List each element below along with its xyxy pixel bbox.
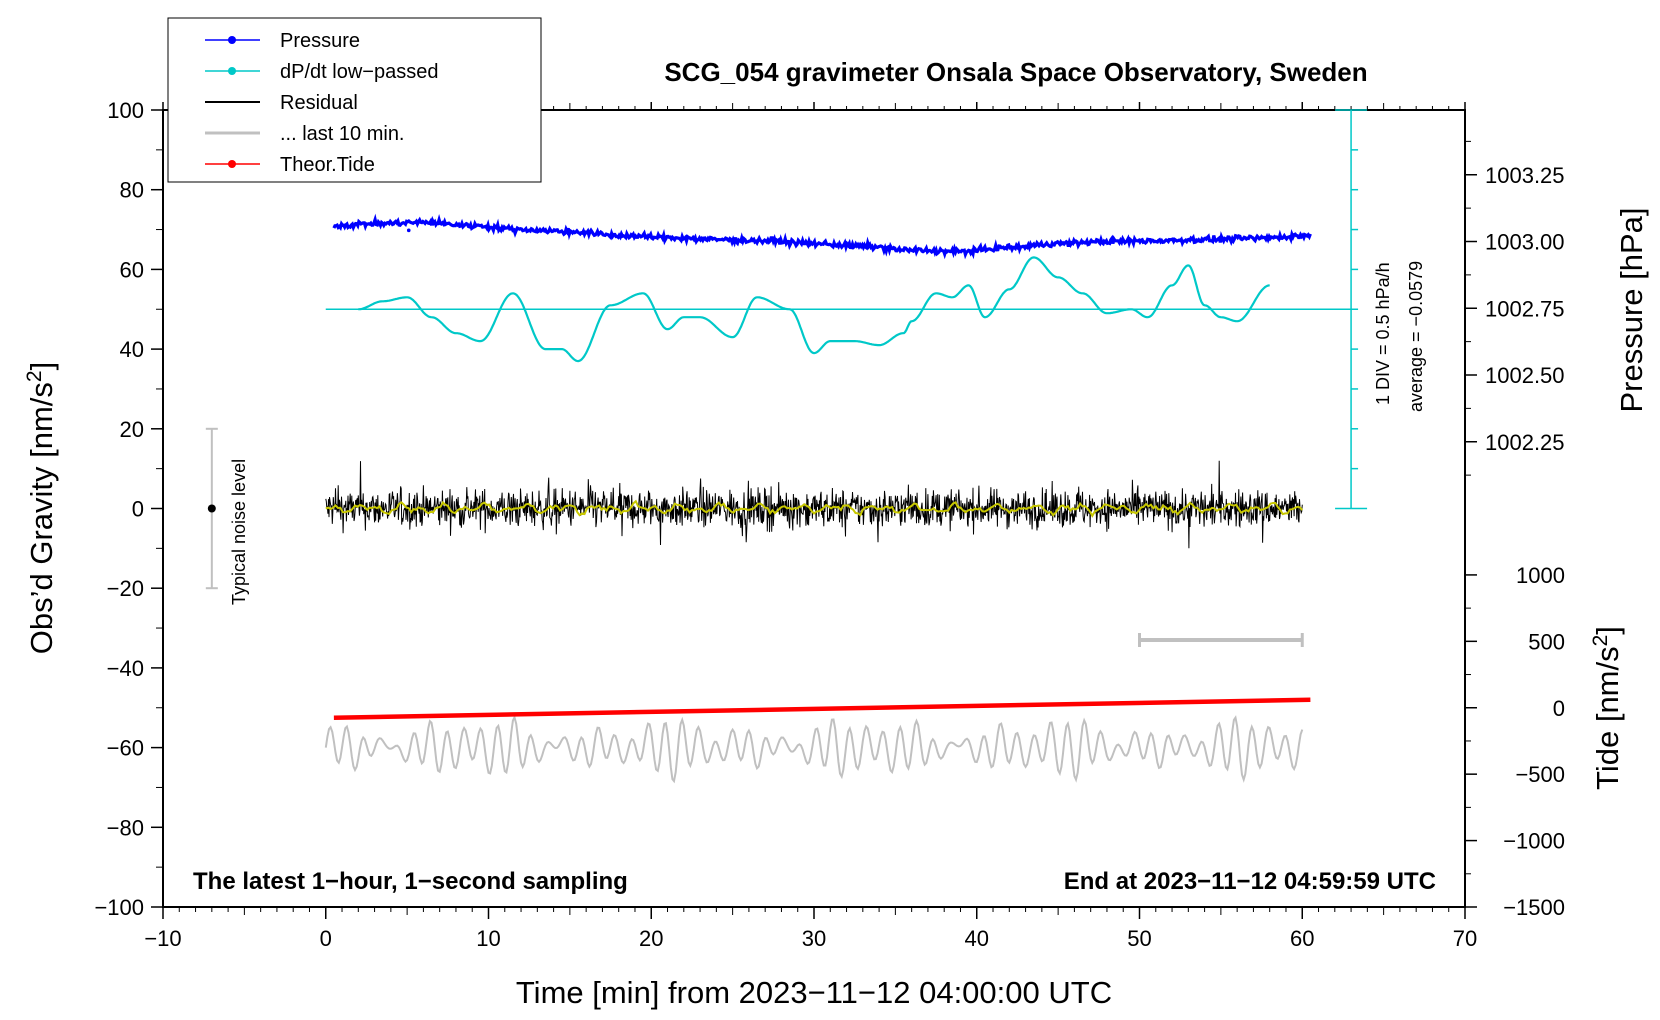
y-tick-label: 60 xyxy=(120,257,144,282)
y-tick-label: −40 xyxy=(107,656,144,681)
legend-marker-4 xyxy=(228,160,236,168)
note-right: End at 2023−11−12 04:59:59 UTC xyxy=(1064,868,1436,895)
x-tick-label: 70 xyxy=(1453,926,1477,951)
tide-tick-label: 0 xyxy=(1553,696,1565,721)
x-tick-label: 20 xyxy=(639,926,663,951)
tide-tick-label: 500 xyxy=(1528,629,1565,654)
annotation-layer: Typical noise level 1 DIV = 0.5 hPa/h av… xyxy=(193,109,1436,895)
series-residual-smoothed xyxy=(325,499,1304,518)
legend-label-4: Theor.Tide xyxy=(280,154,375,176)
x-tick-label: 40 xyxy=(965,926,989,951)
y-tick-label: 80 xyxy=(120,178,144,203)
tide-tick-label: −500 xyxy=(1515,762,1565,787)
y-tick-label: 40 xyxy=(120,337,144,362)
note-left: The latest 1−hour, 1−second sampling xyxy=(193,868,628,895)
average-label: average = −0.0579 xyxy=(1406,261,1426,412)
axis-layer: −10 0 10 20 30 40 50 60 70100806040200−20−40−60−… xyxy=(94,98,1565,951)
pressure-tick-label: 1003.00 xyxy=(1485,230,1565,255)
chart-title: SCG_054 gravimeter Onsala Space Observat… xyxy=(664,57,1367,87)
legend-label-3: ... last 10 min. xyxy=(280,123,405,145)
y-tick-label: −100 xyxy=(94,895,144,920)
y-axis-title-left: Obs’d Gravity [nm/s2] xyxy=(23,362,60,655)
legend-marker-0 xyxy=(228,36,236,44)
legend-box xyxy=(167,17,542,183)
y-tick-label: −80 xyxy=(107,815,144,840)
pressure-tick-label: 1002.50 xyxy=(1485,363,1565,388)
x-tick-label: 0 xyxy=(320,926,332,951)
legend-label-2: Residual xyxy=(280,92,358,114)
x-tick-label: 50 xyxy=(1127,926,1151,951)
y-tick-label: −60 xyxy=(107,736,144,761)
legend-label-0: Pressure xyxy=(280,30,360,52)
noise-level-center-dot xyxy=(207,504,216,513)
noise-label: Typical noise level xyxy=(229,459,249,605)
plot-data-layer xyxy=(324,213,1356,784)
tide-tick-label: 1000 xyxy=(1516,563,1565,588)
legend: Pressure dP/dt low−passed Residual ... last… xyxy=(167,17,542,183)
series-dpdt-low-passed xyxy=(358,256,1270,363)
y-tick-label: −20 xyxy=(107,576,144,601)
tide-tick-label: −1500 xyxy=(1503,895,1565,920)
series-residual xyxy=(325,460,1303,549)
legend-label-1: dP/dt low−passed xyxy=(280,61,438,83)
y-axis-title-pressure: Pressure [hPa] xyxy=(1614,207,1649,412)
pressure-tick-label: 1002.75 xyxy=(1485,296,1565,321)
pressure-scale-label: 1 DIV = 0.5 hPa/h xyxy=(1373,262,1393,405)
x-tick-label: −10 xyxy=(144,926,181,951)
tide-tick-label: −1000 xyxy=(1503,829,1565,854)
y-tick-label: 100 xyxy=(107,98,144,123)
x-tick-label: 30 xyxy=(802,926,826,951)
series-pressure xyxy=(332,213,1312,260)
pressure-outlier-point xyxy=(406,228,411,233)
y-axis-title-tide: Tide [nm/s2] xyxy=(1589,626,1626,790)
pressure-tick-label: 1002.25 xyxy=(1485,430,1565,455)
legend-marker-1 xyxy=(228,67,236,75)
x-tick-label: 10 xyxy=(476,926,500,951)
series-last-10-min xyxy=(324,714,1304,784)
series-theor-tide xyxy=(333,697,1311,720)
y-tick-label: 0 xyxy=(132,497,144,522)
x-tick-label: 60 xyxy=(1290,926,1314,951)
y-tick-label: 20 xyxy=(120,417,144,442)
pressure-tick-label: 1003.25 xyxy=(1485,163,1565,188)
x-axis-title: Time [min] from 2023−11−12 04:00:00 UTC xyxy=(516,975,1112,1010)
